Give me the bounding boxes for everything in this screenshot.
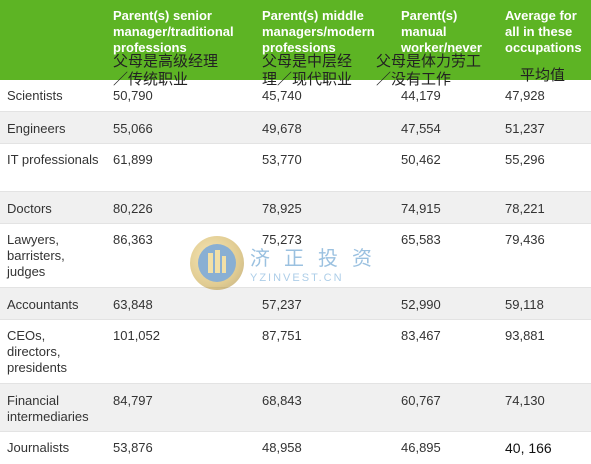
cell-average: 55,296 [505,152,545,167]
row-label: Financial intermediaries [7,393,89,424]
cell-middle: 75,273 [262,232,302,247]
cell-senior: 86,363 [113,232,153,247]
cell-average: 74,130 [505,393,545,408]
table-row: Scientists 50,790 45,740 44,179 47,928 [0,80,591,112]
cell-average: 40, 166 [505,440,552,456]
table-header: Parent(s) senior manager/traditional pro… [0,0,591,80]
header-cn-senior: 父母是高级经理 ／传统职业 [113,52,219,88]
cell-average: 93,881 [505,328,545,343]
table-row: Accountants 63,848 57,237 52,990 59,118 [0,288,591,320]
cell-middle: 68,843 [262,393,302,408]
cell-middle: 45,740 [262,88,302,103]
table-row: Engineers 55,066 49,678 47,554 51,237 [0,112,591,144]
cell-senior: 55,066 [113,121,153,136]
cell-manual: 46,895 [401,440,441,455]
header-cn-manual: 父母是体力劳工 ／没有工作 [376,52,482,88]
row-divider [0,223,591,224]
cell-senior: 101,052 [113,328,160,343]
cell-manual: 83,467 [401,328,441,343]
header-cn-average: 平均值 [520,66,566,84]
cell-senior: 84,797 [113,393,153,408]
cell-manual: 52,990 [401,297,441,312]
row-divider [0,431,591,432]
cell-manual: 65,583 [401,232,441,247]
row-divider [0,111,591,112]
row-label: Journalists [7,440,70,455]
cell-average: 79,436 [505,232,545,247]
cell-manual: 60,767 [401,393,441,408]
row-label: CEOs, directors, presidents [7,328,67,375]
cell-senior: 53,876 [113,440,153,455]
header-col-middle: Parent(s) middle managers/modern profess… [262,8,375,55]
header-cn-middle: 父母是中层经 理／现代职业 [262,52,353,88]
row-label: IT professionals [7,152,99,167]
header-col-manual: Parent(s) manual worker/never worked [401,8,482,55]
row-label: Scientists [7,88,63,103]
table-row: Lawyers, barristers, judges 86,363 75,27… [0,224,591,288]
cell-manual: 74,915 [401,201,441,216]
row-divider [0,143,591,144]
cell-average: 78,221 [505,201,545,216]
cell-average: 51,237 [505,121,545,136]
cell-average: 59,118 [505,297,544,312]
cell-middle: 87,751 [262,328,302,343]
row-label: Accountants [7,297,79,312]
table-row: CEOs, directors, presidents 101,052 87,7… [0,320,591,384]
row-divider [0,287,591,288]
row-divider [0,191,591,192]
cell-middle: 53,770 [262,152,302,167]
cell-senior: 50,790 [113,88,153,103]
cell-senior: 80,226 [113,201,153,216]
table-row: IT professionals 61,899 53,770 50,462 55… [0,144,591,192]
row-divider [0,383,591,384]
cell-manual: 44,179 [401,88,441,103]
row-label: Lawyers, barristers, judges [7,232,65,279]
table-row: Doctors 80,226 78,925 74,915 78,221 [0,192,591,224]
cell-middle: 78,925 [262,201,302,216]
table-row: Journalists 53,876 48,958 46,895 40, 166 [0,432,591,464]
row-divider [0,319,591,320]
cell-average: 47,928 [505,88,545,103]
cell-middle: 57,237 [262,297,302,312]
cell-senior: 61,899 [113,152,153,167]
cell-middle: 48,958 [262,440,302,455]
cell-senior: 63,848 [113,297,153,312]
row-label: Doctors [7,201,52,216]
cell-manual: 47,554 [401,121,441,136]
table-row: Financial intermediaries 84,797 68,843 6… [0,384,591,432]
cell-middle: 49,678 [262,121,302,136]
cell-manual: 50,462 [401,152,441,167]
row-label: Engineers [7,121,66,136]
header-col-senior: Parent(s) senior manager/traditional pro… [113,8,234,55]
header-col-average: Average for all in these occupations [505,8,582,55]
